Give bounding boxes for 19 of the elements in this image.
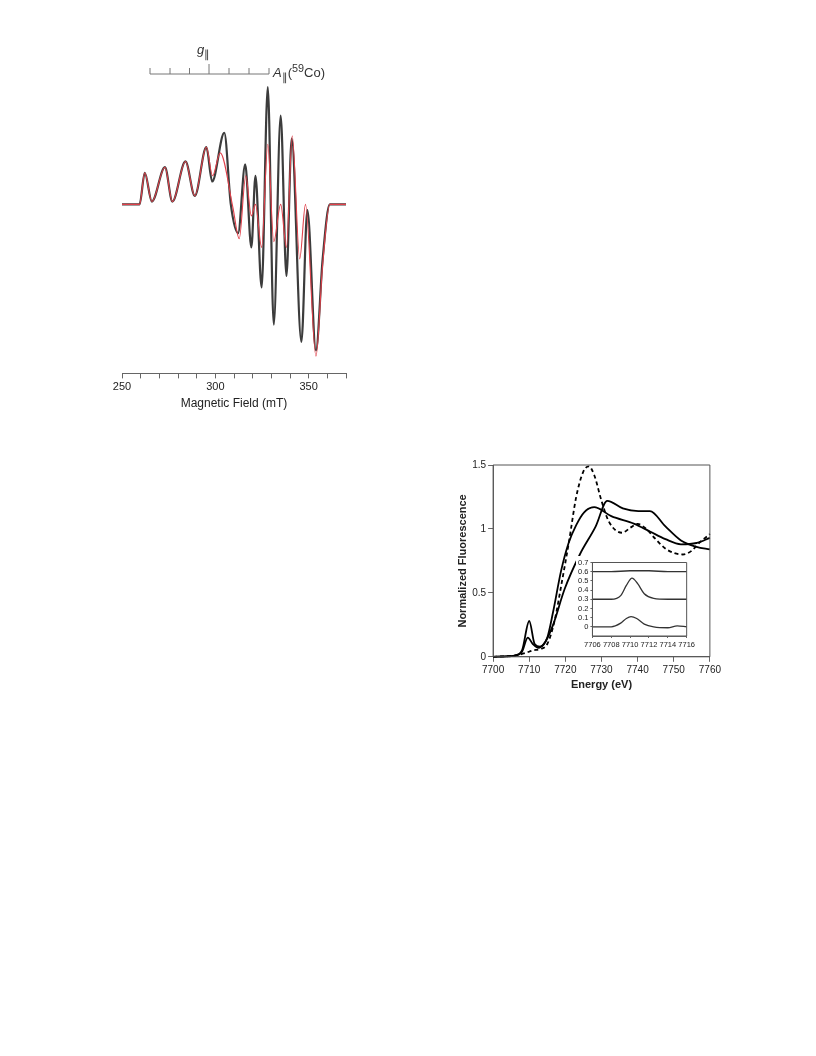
x-tick-label: 7760 (698, 663, 722, 675)
x-tick-label: 250 (112, 380, 132, 393)
x-tick-label: 7700 (481, 663, 505, 675)
x-axis-title: Magnetic Field (mT) (180, 396, 288, 411)
x-tick-label: 7750 (662, 663, 686, 675)
x-axis-title: Energy (eV) (570, 678, 633, 691)
y-tick-label: 0 (480, 650, 487, 662)
x-tick-label: 7730 (590, 663, 614, 675)
y-tick-label: 0.5 (472, 586, 487, 598)
x-tick-label: 7740 (626, 663, 650, 675)
y-tick-label: 1 (480, 522, 487, 534)
x-tick-label: 7720 (554, 663, 577, 675)
y-tick-label: 1.5 (472, 458, 487, 470)
x-tick-label: 300 (206, 380, 225, 393)
x-tick-label: 350 (299, 380, 318, 393)
x-tick-label: 7710 (518, 663, 541, 675)
text: g$_{∥}$ (197, 42, 211, 60)
text: A$_{∥}$($^{59}$Co) (273, 62, 326, 83)
y-axis-title: Normalized Fluorescence (455, 494, 468, 628)
